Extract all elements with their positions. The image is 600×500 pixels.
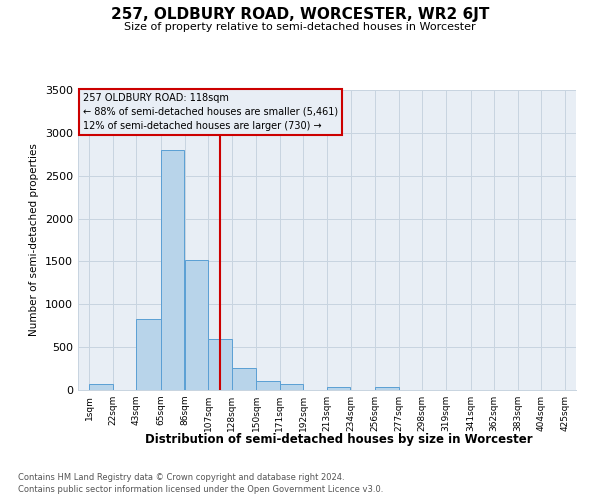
Bar bbox=[185, 260, 208, 390]
Bar bbox=[327, 386, 350, 390]
Bar bbox=[256, 380, 280, 390]
Text: Distribution of semi-detached houses by size in Worcester: Distribution of semi-detached houses by … bbox=[145, 432, 533, 446]
Bar bbox=[376, 386, 398, 390]
Y-axis label: Number of semi-detached properties: Number of semi-detached properties bbox=[29, 144, 40, 336]
Text: Contains public sector information licensed under the Open Government Licence v3: Contains public sector information licen… bbox=[18, 485, 383, 494]
Bar bbox=[89, 384, 113, 390]
Text: 257 OLDBURY ROAD: 118sqm
← 88% of semi-detached houses are smaller (5,461)
12% o: 257 OLDBURY ROAD: 118sqm ← 88% of semi-d… bbox=[83, 93, 338, 131]
Text: 257, OLDBURY ROAD, WORCESTER, WR2 6JT: 257, OLDBURY ROAD, WORCESTER, WR2 6JT bbox=[111, 8, 489, 22]
Bar bbox=[208, 338, 232, 390]
Bar bbox=[136, 319, 161, 390]
Text: Size of property relative to semi-detached houses in Worcester: Size of property relative to semi-detach… bbox=[124, 22, 476, 32]
Bar bbox=[232, 368, 256, 390]
Text: Contains HM Land Registry data © Crown copyright and database right 2024.: Contains HM Land Registry data © Crown c… bbox=[18, 472, 344, 482]
Bar bbox=[161, 150, 184, 390]
Bar bbox=[280, 384, 304, 390]
